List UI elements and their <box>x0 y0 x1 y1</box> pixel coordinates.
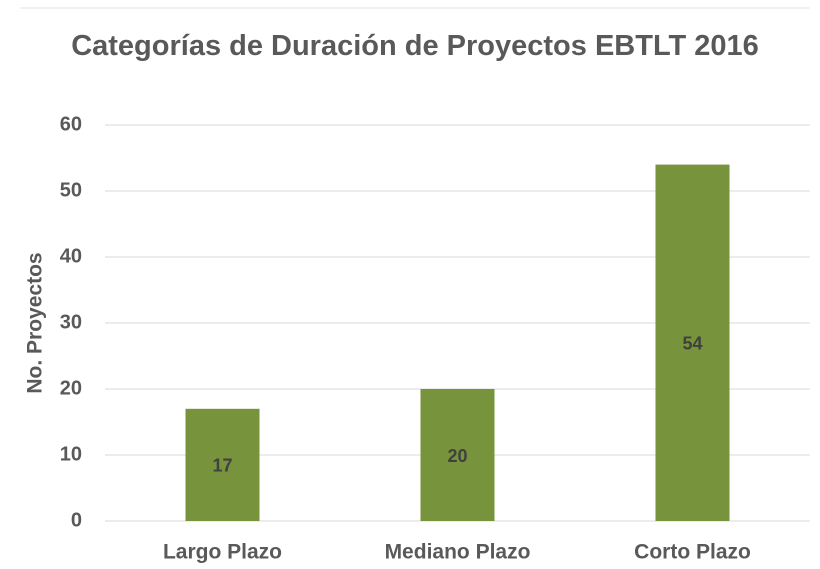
y-tick-label: 10 <box>60 443 82 465</box>
bar <box>185 408 260 521</box>
y-tick-label: 60 <box>60 113 82 135</box>
bar <box>420 389 495 521</box>
x-tick-label: Corto Plazo <box>634 541 751 564</box>
data-label: 17 <box>212 456 232 476</box>
x-tick-label: Mediano Plazo <box>385 541 531 564</box>
data-label: 20 <box>447 446 467 466</box>
chart-title: Categorías de Duración de Proyectos EBTL… <box>71 30 759 62</box>
y-tick-label: 40 <box>60 245 82 267</box>
y-tick-label: 50 <box>60 179 82 201</box>
y-axis-label: No. Proyectos <box>24 252 47 393</box>
data-label: 54 <box>682 334 702 354</box>
bar <box>655 164 730 521</box>
x-tick-label: Largo Plazo <box>163 541 282 564</box>
y-tick-label: 20 <box>60 377 82 399</box>
y-tick-label: 0 <box>71 509 82 531</box>
y-tick-label: 30 <box>60 311 82 333</box>
